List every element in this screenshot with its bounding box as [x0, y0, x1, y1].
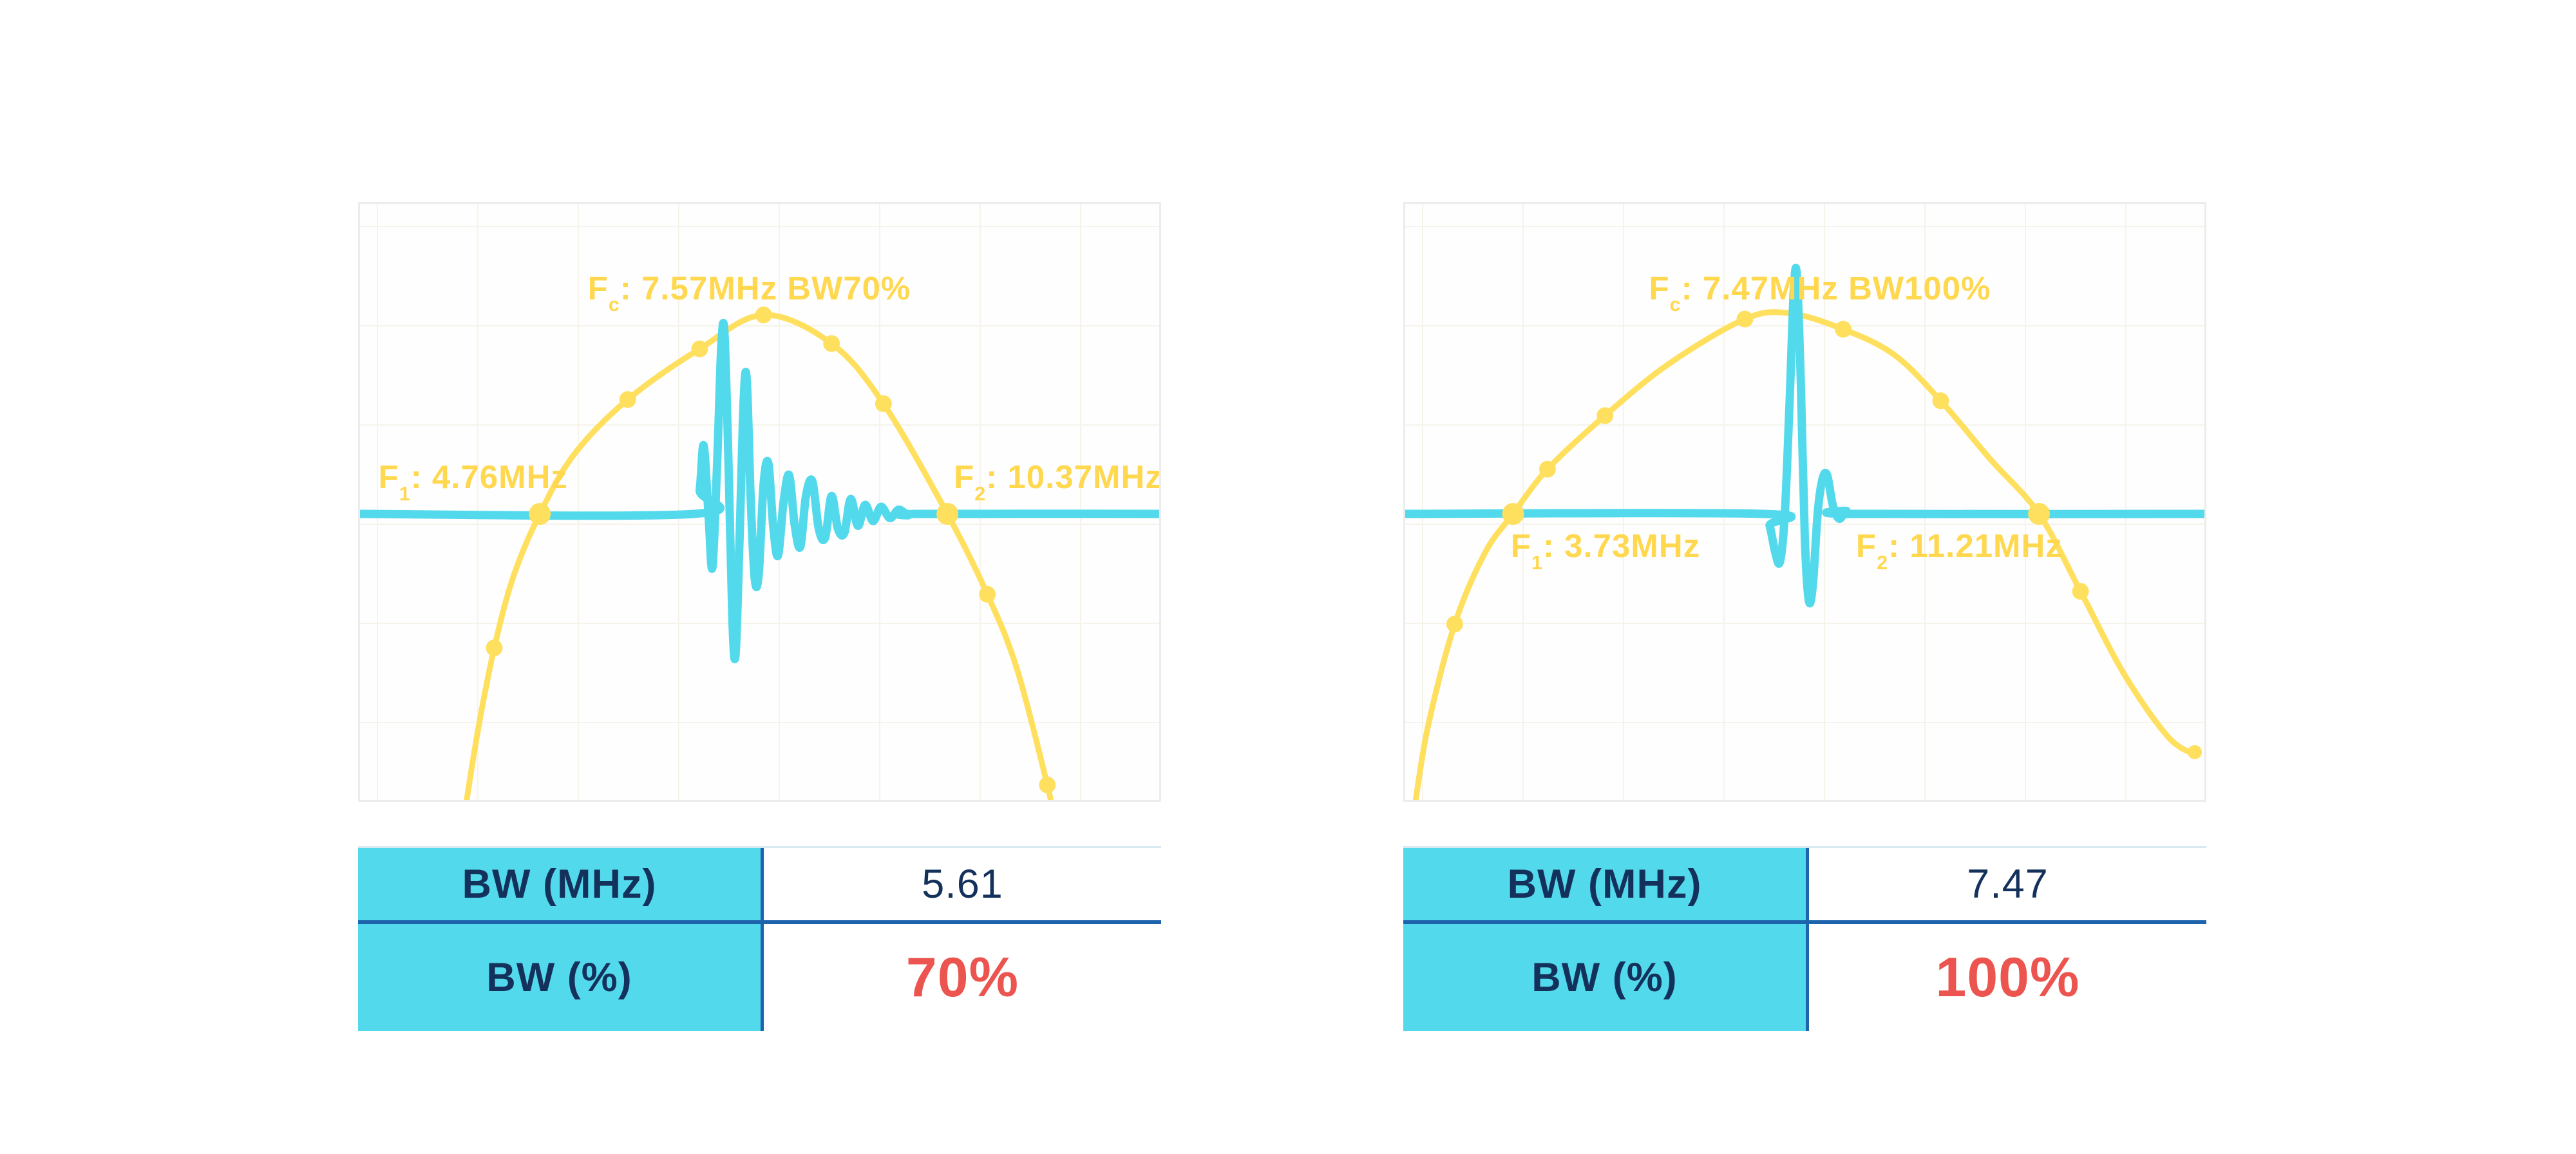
marker-dot: [2188, 745, 2202, 759]
marker-dot: [1539, 460, 1556, 478]
f1-label-text: : 4.76MHz: [410, 458, 568, 495]
chart-panel-bw70: Fc: 7.57MHz BW70% F1: 4.76MHz F2: 10.37M…: [358, 202, 1161, 802]
f2-label-text: : 11.21MHz: [1888, 527, 2063, 565]
f1-label-prefix: F: [378, 458, 399, 495]
pulse-waveform: [1405, 263, 2204, 608]
marker-dot: [1039, 776, 1056, 793]
spectrum-plot-svg: [360, 307, 1159, 800]
bw-pct-header: BW (%): [1403, 924, 1809, 1031]
f1-label-text: : 3.73MHz: [1542, 527, 1701, 565]
marker-dot: [1596, 407, 1614, 424]
f2-label-text: : 10.37MHz: [986, 458, 1161, 495]
marker-dot: [1736, 310, 1754, 328]
table-row: BW (%) 100%: [1403, 924, 2206, 1031]
spectrum-curve: [464, 312, 1054, 800]
f1-label-subscript: 1: [1531, 551, 1543, 574]
marker-dot: [619, 391, 636, 408]
bw-mhz-value: 5.61: [922, 862, 1003, 907]
bandwidth-table-bw70: BW (MHz) 5.61 BW (%) 70%: [358, 846, 1161, 1031]
upper-frequency-label: F2: 11.21MHz: [1855, 527, 2063, 572]
marker-dot: [1835, 321, 1852, 338]
upper-frequency-label: F2: 10.37MHz: [954, 458, 1161, 504]
f2-label-prefix: F: [954, 458, 975, 495]
marker-dot: [875, 395, 892, 412]
fc-label-subscript: c: [608, 294, 620, 316]
marker-dot: [936, 503, 959, 525]
marker-dot: [691, 340, 708, 357]
center-frequency-label: Fc: 7.47MHz BW100%: [1649, 269, 1991, 315]
center-frequency-label: Fc: 7.57MHz BW70%: [587, 269, 911, 315]
marker-dot: [823, 335, 840, 352]
fc-label-text: : 7.47MHz BW100%: [1681, 269, 1991, 307]
fc-label-prefix: F: [587, 269, 609, 307]
table-row: BW (MHz) 5.61: [358, 848, 1161, 924]
lower-frequency-label: F1: 4.76MHz: [378, 458, 568, 504]
marker-dot: [2028, 503, 2050, 525]
bw-pct-value: 70%: [905, 946, 1019, 1008]
lower-frequency-label: F1: 3.73MHz: [1510, 527, 1701, 572]
f2-label-subscript: 2: [974, 482, 987, 505]
bw-pct-header: BW (%): [358, 924, 764, 1031]
spectrum-plot-svg: [1405, 263, 2204, 800]
bw-mhz-header: BW (MHz): [358, 848, 764, 920]
marker-dot: [1502, 503, 1524, 525]
marker-dot: [1932, 392, 1949, 410]
table-row: BW (MHz) 7.47: [1403, 848, 2206, 924]
bw-pct-value: 100%: [1935, 946, 2080, 1008]
pulse-waveform: [360, 319, 1159, 663]
marker-dot: [486, 639, 503, 657]
bw-mhz-header: BW (MHz): [1403, 848, 1809, 920]
f2-label-prefix: F: [1855, 527, 1877, 565]
marker-dot: [1446, 616, 1463, 633]
bw-mhz-value: 7.47: [1967, 862, 2049, 907]
chart-panel-bw100: Fc: 7.47MHz BW100% F1: 3.73MHz F2: 11.21…: [1403, 202, 2206, 802]
f2-label-subscript: 2: [1877, 551, 1889, 574]
marker-dot: [2072, 583, 2089, 600]
table-row: BW (%) 70%: [358, 924, 1161, 1031]
fc-label-prefix: F: [1649, 269, 1670, 307]
marker-dot: [979, 585, 996, 603]
bandwidth-table-bw100: BW (MHz) 7.47 BW (%) 100%: [1403, 846, 2206, 1031]
f1-label-subscript: 1: [399, 482, 411, 505]
f1-label-prefix: F: [1510, 527, 1531, 565]
marker-dot: [755, 307, 772, 324]
fc-label-text: : 7.57MHz BW70%: [620, 269, 911, 307]
fc-label-subscript: c: [1669, 294, 1681, 316]
marker-dot: [529, 503, 551, 525]
